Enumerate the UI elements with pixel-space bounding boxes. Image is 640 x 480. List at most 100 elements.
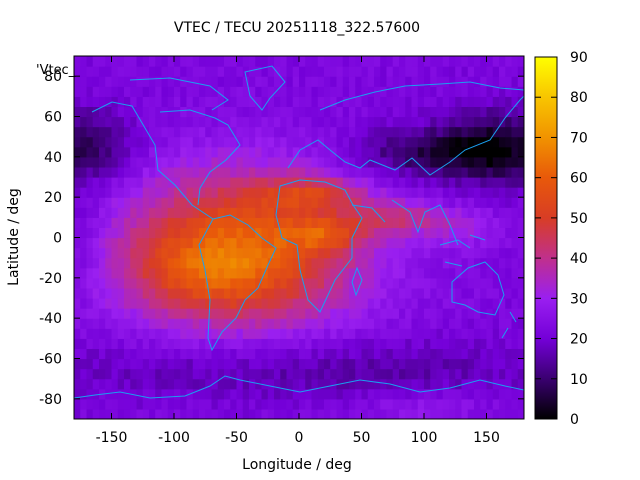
heatmap-cell <box>230 378 238 390</box>
heatmap-cell <box>405 136 413 148</box>
heatmap-cell <box>192 298 200 309</box>
heatmap-cell <box>455 257 463 269</box>
heatmap-cell <box>205 398 213 410</box>
heatmap-cell <box>192 177 200 188</box>
heatmap-cell <box>161 66 169 77</box>
heatmap-cell <box>386 287 394 299</box>
heatmap-cell <box>130 358 138 370</box>
heatmap-cell <box>317 298 325 309</box>
heatmap-cell <box>224 408 231 419</box>
heatmap-cell <box>499 298 506 309</box>
heatmap-cell <box>442 66 450 77</box>
heatmap-cell <box>74 308 81 319</box>
heatmap-cell <box>249 237 256 249</box>
heatmap-cell <box>430 96 438 108</box>
heatmap-cell <box>105 96 113 108</box>
heatmap-cell <box>499 66 506 77</box>
heatmap-cell <box>299 277 306 289</box>
heatmap-cell <box>374 197 381 208</box>
heatmap-cell <box>274 237 281 249</box>
heatmap-cell <box>386 126 394 138</box>
heatmap-cell <box>349 86 356 97</box>
heatmap-cell <box>255 207 263 218</box>
heatmap-cell <box>499 76 506 87</box>
heatmap-cell <box>486 267 494 279</box>
heatmap-cell <box>167 126 175 138</box>
heatmap-cell <box>480 358 488 370</box>
heatmap-cell <box>80 237 88 249</box>
heatmap-cell <box>242 197 250 208</box>
heatmap-cell <box>480 247 488 259</box>
heatmap-cell <box>86 388 94 400</box>
heatmap-cell <box>405 227 413 239</box>
heatmap-cell <box>217 177 225 188</box>
heatmap-cell <box>274 298 281 309</box>
heatmap-cell <box>411 257 419 269</box>
heatmap-cell <box>492 388 500 400</box>
heatmap-cell <box>480 96 488 108</box>
heatmap-cell <box>367 368 375 380</box>
heatmap-cell <box>249 207 256 218</box>
heatmap-cell <box>249 338 256 350</box>
heatmap-cell <box>280 338 288 350</box>
heatmap-cell <box>199 247 206 259</box>
heatmap-cell <box>249 156 256 168</box>
heatmap-cell <box>324 197 331 208</box>
heatmap-cell <box>117 257 125 269</box>
heatmap-cell <box>311 308 319 319</box>
coastline-antarctica <box>74 375 524 399</box>
heatmap-cell <box>149 348 156 360</box>
heatmap-cell <box>324 298 331 309</box>
heatmap-cell <box>242 187 250 198</box>
heatmap-cell <box>105 146 113 158</box>
heatmap-cell <box>386 358 394 370</box>
heatmap-cell <box>174 146 181 158</box>
heatmap-cell <box>130 197 138 208</box>
heatmap-cell <box>199 408 206 419</box>
heatmap-cell <box>424 267 431 279</box>
heatmap-cell <box>349 76 356 87</box>
heatmap-cell <box>292 358 300 370</box>
heatmap-cell <box>436 388 444 400</box>
heatmap-cell <box>267 66 275 77</box>
heatmap-cell <box>186 96 194 108</box>
heatmap-cell <box>130 267 138 279</box>
heatmap-cell <box>111 136 119 148</box>
heatmap-cell <box>105 177 113 188</box>
heatmap-cell <box>430 237 438 249</box>
x-tick-label: 150 <box>473 430 500 446</box>
heatmap-cell <box>155 86 163 97</box>
heatmap-cell <box>86 187 94 198</box>
heatmap-cell <box>286 207 294 218</box>
heatmap-cell <box>492 257 500 269</box>
heatmap-cell <box>149 338 156 350</box>
heatmap-cell <box>124 86 131 97</box>
heatmap-cell <box>449 358 456 370</box>
heatmap-cell <box>505 126 513 138</box>
heatmap-cell <box>486 247 494 259</box>
heatmap-cell <box>430 328 438 339</box>
heatmap-cell <box>142 298 150 309</box>
heatmap-cell <box>361 247 369 259</box>
heatmap-cell <box>124 257 131 269</box>
heatmap-cell <box>455 277 463 289</box>
heatmap-cell <box>167 197 175 208</box>
heatmap-cell <box>486 408 494 419</box>
heatmap-cell <box>449 348 456 360</box>
heatmap-cell <box>336 197 344 208</box>
heatmap-cell <box>267 247 275 259</box>
heatmap-cell <box>130 378 138 390</box>
heatmap-cell <box>174 96 181 108</box>
heatmap-cell <box>242 378 250 390</box>
heatmap-cell <box>461 318 469 329</box>
heatmap-cell <box>492 237 500 249</box>
heatmap-cell <box>211 257 219 269</box>
heatmap-cell <box>424 358 431 370</box>
heatmap-cell <box>199 76 206 87</box>
heatmap-cell <box>336 348 344 360</box>
heatmap-cell <box>130 298 138 309</box>
heatmap-cell <box>492 156 500 168</box>
heatmap-cell <box>486 207 494 218</box>
heatmap-cell <box>505 197 513 208</box>
heatmap-cell <box>455 126 463 138</box>
